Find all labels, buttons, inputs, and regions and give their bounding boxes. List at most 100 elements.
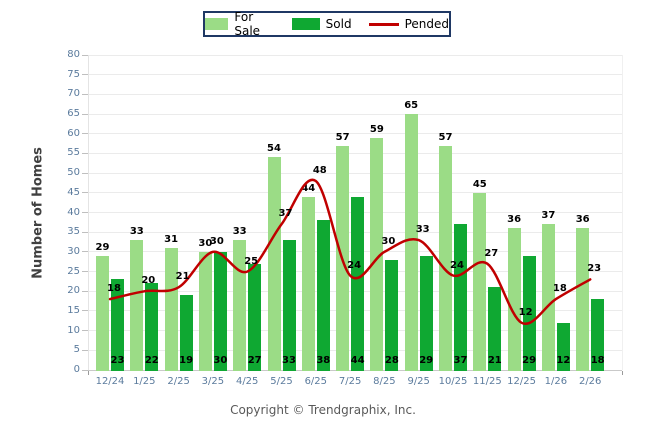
sold-value-label: 38 [316, 355, 331, 366]
for-sale-value-label: 31 [164, 233, 179, 245]
y-axis-tick [82, 330, 88, 332]
x-tick-label: 2/26 [578, 376, 602, 387]
x-tick-label: 4/25 [235, 376, 259, 387]
x-axis-tick [88, 371, 89, 375]
pended-value-label: 24 [347, 259, 362, 271]
for-sale-value-label: 57 [438, 131, 453, 143]
pended-value-label: 20 [141, 275, 156, 287]
x-tick-label: 7/25 [338, 376, 362, 387]
legend-item-pended: Pended [368, 17, 449, 31]
y-tick-label: 60 [67, 127, 80, 139]
pended-value-label: 48 [312, 165, 327, 176]
sold-bar [282, 240, 296, 371]
y-axis-tick [82, 290, 88, 292]
sold-swatch [291, 18, 320, 30]
sold-value-label: 28 [384, 355, 399, 366]
y-tick-label: 25 [67, 265, 80, 277]
for-sale-bar [267, 157, 281, 371]
for-sale-value-label: 45 [472, 178, 487, 190]
y-axis-tick [82, 369, 88, 371]
gridline [88, 54, 622, 56]
y-axis-tick [82, 113, 88, 115]
sold-value-label: 30 [213, 355, 228, 366]
x-tick-label: 6/25 [304, 376, 328, 387]
pended-value-label: 18 [107, 283, 121, 295]
sold-bar [316, 220, 330, 371]
y-tick-label: 10 [67, 324, 80, 336]
pended-value-label: 25 [244, 255, 259, 267]
for-sale-bar [576, 228, 590, 371]
legend-item-sold: Sold [291, 17, 352, 31]
sold-value-label: 33 [282, 355, 296, 366]
y-tick-label: 80 [67, 49, 80, 60]
x-tick-label: 2/25 [167, 376, 190, 387]
for-sale-bar [541, 224, 555, 371]
y-tick-label: 35 [67, 226, 80, 238]
gridline [88, 133, 622, 135]
for-sale-value-label: 29 [95, 241, 110, 253]
y-axis-tick [82, 231, 88, 233]
y-tick-label: 5 [73, 344, 80, 356]
x-axis-tick [622, 371, 623, 375]
for-sale-bar [130, 240, 144, 371]
pended-value-label: 30 [381, 235, 396, 247]
legend-label-pended: Pended [404, 17, 449, 31]
for-sale-value-label: 36 [507, 214, 522, 226]
for-sale-value-label: 54 [267, 143, 281, 155]
sold-bar [556, 322, 570, 371]
sold-value-label: 22 [144, 355, 159, 366]
sold-bar [591, 299, 605, 371]
pended-value-label: 33 [415, 224, 430, 236]
gridline [88, 152, 622, 154]
sold-value-label: 21 [487, 355, 502, 366]
sold-value-label: 44 [350, 355, 365, 366]
y-tick-label: 20 [67, 285, 80, 297]
sold-bar [351, 196, 365, 371]
pended-value-label: 30 [209, 235, 224, 247]
y-axis-title: Number of Homes [30, 147, 46, 279]
legend-label-for-sale: For Sale [234, 10, 261, 38]
x-tick-label: 3/25 [201, 376, 225, 387]
gridline [88, 192, 622, 194]
for-sale-value-label: 37 [541, 210, 556, 222]
for-sale-value-label: 65 [404, 100, 419, 112]
for-sale-value-label: 44 [301, 182, 316, 194]
x-tick-label: 1/26 [544, 376, 568, 387]
for-sale-bar [164, 247, 178, 371]
x-tick-label: 10/25 [438, 376, 468, 387]
for-sale-bar [96, 255, 109, 371]
y-axis-tick [82, 349, 88, 351]
sold-value-label: 29 [522, 355, 537, 366]
y-tick-label: 45 [67, 186, 80, 198]
for-sale-bar [404, 114, 418, 371]
y-tick-label: 50 [67, 167, 80, 179]
for-sale-value-label: 57 [335, 131, 350, 143]
y-axis-line [88, 55, 89, 370]
y-tick-label: 70 [67, 88, 80, 100]
pended-value-label: 37 [278, 208, 293, 220]
gridline [88, 74, 622, 76]
y-axis-tick [82, 152, 88, 154]
x-tick-label: 12/25 [507, 376, 536, 387]
pended-value-label: 12 [518, 306, 533, 318]
y-tick-label: 15 [67, 304, 80, 316]
gridline [88, 93, 622, 95]
x-tick-label: 11/25 [472, 376, 502, 387]
for-sale-bar [473, 192, 487, 371]
y-tick-label: 65 [67, 108, 80, 120]
sold-value-label: 12 [556, 355, 571, 366]
pended-value-label: 21 [175, 271, 190, 283]
for-sale-bar [370, 137, 384, 371]
sold-value-label: 29 [419, 355, 434, 366]
for-sale-value-label: 33 [129, 226, 144, 238]
sold-value-label: 23 [110, 355, 125, 366]
y-tick-label: 55 [67, 147, 80, 159]
sold-value-label: 37 [453, 355, 468, 366]
y-tick-label: 40 [67, 206, 80, 218]
y-tick-label: 0 [73, 364, 80, 375]
y-axis-tick [82, 74, 88, 76]
pended-value-label: 23 [587, 263, 602, 275]
for-sale-bar [507, 228, 521, 371]
for-sale-value-label: 36 [575, 214, 590, 226]
